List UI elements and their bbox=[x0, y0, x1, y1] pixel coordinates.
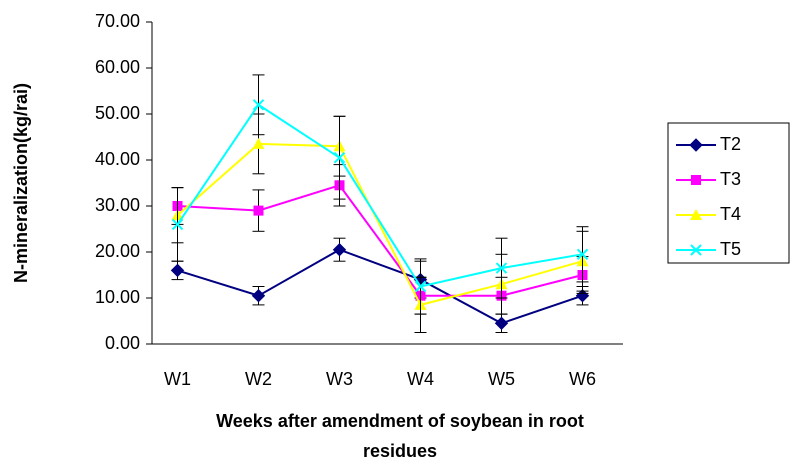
x-tick-label: W1 bbox=[164, 369, 191, 389]
x-tick-label: W3 bbox=[326, 369, 353, 389]
y-tick-label: 0.00 bbox=[105, 333, 140, 353]
legend-label: T4 bbox=[720, 204, 741, 224]
marker bbox=[414, 280, 427, 293]
marker bbox=[252, 99, 265, 111]
x-tick-label: W5 bbox=[488, 369, 515, 389]
x-tick-label: W4 bbox=[407, 369, 434, 389]
series-line bbox=[177, 184, 583, 297]
legend-label: T5 bbox=[720, 239, 741, 259]
x-tick-label: W6 bbox=[569, 369, 596, 389]
marker bbox=[170, 263, 185, 278]
marker bbox=[690, 244, 702, 256]
series-line bbox=[176, 103, 583, 288]
marker bbox=[576, 248, 589, 261]
marker bbox=[494, 316, 509, 331]
y-tick-label: 30.00 bbox=[95, 195, 140, 215]
y-tick-label: 70.00 bbox=[95, 11, 140, 31]
legend-box bbox=[667, 122, 790, 264]
y-tick-label: 40.00 bbox=[95, 149, 140, 169]
legend-label: T3 bbox=[720, 169, 741, 189]
y-tick-label: 10.00 bbox=[95, 287, 140, 307]
x-tick-label: W2 bbox=[245, 369, 272, 389]
marker bbox=[252, 137, 265, 149]
x-axis-title: Weeks after amendment of soybean in root… bbox=[216, 411, 584, 461]
marker bbox=[333, 151, 346, 164]
series-line bbox=[176, 142, 583, 307]
marker bbox=[690, 209, 702, 220]
legend-label: T2 bbox=[720, 134, 741, 154]
y-tick-label: 20.00 bbox=[95, 241, 140, 261]
marker bbox=[495, 262, 508, 274]
y-tick-label: 50.00 bbox=[95, 103, 140, 123]
marker bbox=[691, 175, 701, 185]
marker bbox=[253, 205, 264, 216]
marker bbox=[171, 218, 184, 231]
marker bbox=[251, 288, 266, 303]
marker bbox=[332, 242, 347, 257]
y-tick-label: 60.00 bbox=[95, 57, 140, 77]
y-axis-title: N-mineralization(kg/rai) bbox=[11, 83, 31, 283]
marker bbox=[689, 138, 703, 152]
series-line bbox=[177, 248, 583, 325]
